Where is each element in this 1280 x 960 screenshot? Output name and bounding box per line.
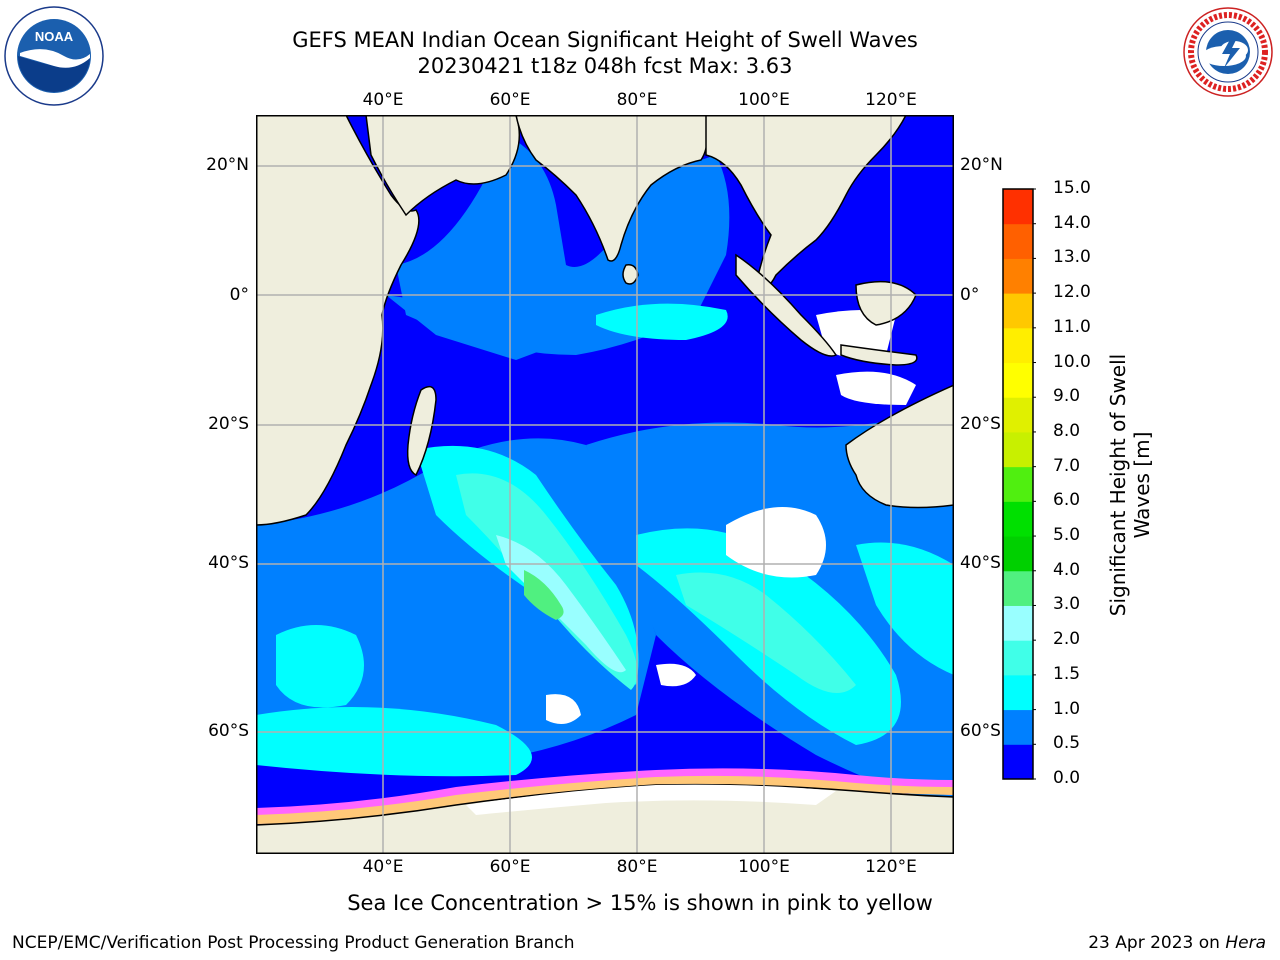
lon-tick-top-60e: 60°E — [489, 90, 531, 110]
lat-tick-right-20n: 20°N — [960, 155, 1003, 175]
colorbar-tick-label: 5.0 — [1053, 525, 1081, 546]
noaa-logo: NOAA — [4, 6, 104, 106]
colorbar-band — [1003, 744, 1033, 780]
colorbar-tick-label: 11.0 — [1053, 316, 1091, 337]
lat-tick-left-0: 0° — [229, 285, 249, 305]
colorbar-tick-label: 6.0 — [1053, 490, 1081, 511]
map-frame — [256, 115, 954, 854]
land-masses — [256, 115, 954, 854]
lon-tick-top-80e: 80°E — [616, 90, 658, 110]
sea-ice-caption: Sea Ice Concentration > 15% is shown in … — [347, 891, 933, 915]
colorbar-frame — [1002, 188, 1034, 780]
lat-tick-left-60s: 60°S — [208, 721, 249, 741]
lat-tick-left-20s: 20°S — [208, 414, 249, 434]
colorbar-band — [1003, 258, 1033, 294]
colorbar-tick-label: 7.0 — [1053, 455, 1081, 476]
colorbar-label: Significant Height of Swell Waves [m] — [1106, 353, 1154, 617]
colorbar-tick-label: 3.0 — [1053, 594, 1081, 615]
nws-logo — [1183, 7, 1273, 97]
colorbar-tick-label: 1.5 — [1053, 663, 1081, 684]
colorbar-band — [1003, 397, 1033, 433]
lat-tick-left-40s: 40°S — [208, 553, 249, 573]
lat-tick-right-60s: 60°S — [960, 721, 1001, 741]
colorbar-tick-label: 0.5 — [1053, 733, 1081, 754]
colorbar-tick-label: 10.0 — [1053, 351, 1091, 372]
lat-tick-left-20n: 20°N — [206, 155, 249, 175]
colorbar-band — [1003, 466, 1033, 502]
sea-ice-interior — [466, 784, 836, 815]
colorbar-band — [1003, 709, 1033, 745]
colorbar-tick-label: 9.0 — [1053, 386, 1081, 407]
colorbar — [1002, 188, 1036, 780]
lon-tick-bottom-40e: 40°E — [362, 857, 404, 877]
colorbar-band — [1003, 640, 1033, 676]
lon-tick-bottom-80e: 80°E — [616, 857, 658, 877]
lon-tick-bottom-120e: 120°E — [865, 857, 917, 877]
colorbar-band — [1003, 293, 1033, 329]
colorbar-tick-label: 12.0 — [1053, 282, 1091, 303]
colorbar-band — [1003, 570, 1033, 606]
colorbar-tick-label: 2.0 — [1053, 629, 1081, 650]
chart-title-line1: GEFS MEAN Indian Ocean Significant Heigh… — [292, 28, 918, 52]
colorbar-tick-label: 0.0 — [1053, 768, 1081, 788]
lon-tick-top-120e: 120°E — [865, 90, 917, 110]
colorbar-tick-label: 4.0 — [1053, 559, 1081, 580]
lat-tick-right-0: 0° — [960, 285, 980, 305]
chart-title-line2: 20230421 t18z 048h fcst Max: 3.63 — [417, 54, 793, 78]
footer-machine: Hera — [1225, 933, 1266, 953]
colorbar-tick-label: 14.0 — [1053, 212, 1091, 233]
swell-height-map — [256, 115, 954, 854]
colorbar-band — [1003, 431, 1033, 468]
colorbar-tick-label: 15.0 — [1053, 178, 1091, 198]
footer-date: 23 Apr 2023 on Hera — [1088, 933, 1266, 953]
graticule — [256, 115, 954, 854]
colorbar-tick-label: 1.0 — [1053, 698, 1081, 719]
colorbar-band — [1003, 674, 1033, 711]
colorbar-band — [1003, 327, 1033, 364]
lat-tick-right-20s: 20°S — [960, 414, 1001, 434]
lon-tick-top-100e: 100°E — [738, 90, 790, 110]
colorbar-tick-label: 13.0 — [1053, 247, 1091, 268]
colorbar-band — [1003, 362, 1033, 398]
colorbar-band — [1003, 605, 1033, 641]
colorbar-band — [1003, 536, 1033, 572]
footer-date-text: 23 Apr 2023 on — [1088, 933, 1226, 953]
lat-tick-right-40s: 40°S — [960, 553, 1001, 573]
colorbar-tick-label: 8.0 — [1053, 420, 1081, 441]
lon-tick-bottom-60e: 60°E — [489, 857, 531, 877]
colorbar-band — [1003, 501, 1033, 537]
lon-tick-bottom-100e: 100°E — [738, 857, 790, 877]
lon-tick-top-40e: 40°E — [362, 90, 404, 110]
footer-credit: NCEP/EMC/Verification Post Processing Pr… — [12, 933, 575, 953]
colorbar-band — [1003, 189, 1033, 225]
noaa-logo-text: NOAA — [35, 29, 74, 44]
colorbar-band — [1003, 223, 1033, 259]
